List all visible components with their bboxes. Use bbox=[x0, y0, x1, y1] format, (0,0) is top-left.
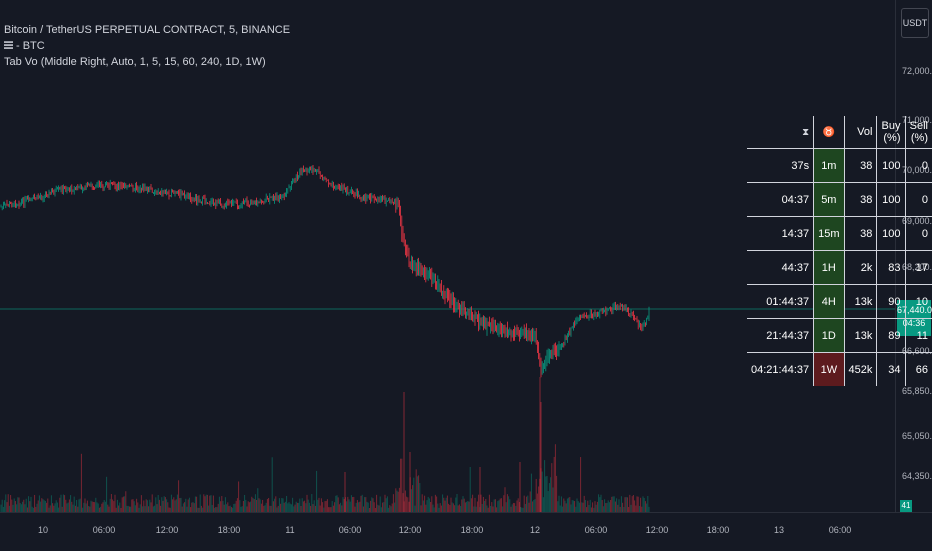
time-tick-label: 11 bbox=[285, 525, 295, 535]
buy-percent-cell: 100 bbox=[876, 216, 906, 251]
time-axis[interactable]: 10 06:00 12:00 18:00 11 06:00 12:00 18:00 12 06:0… bbox=[0, 512, 932, 551]
buy-percent-cell: 100 bbox=[876, 148, 906, 183]
timeframe-volume-table: ⧗ ♉ Vol Buy (%) Sell (%) 37s 1m 38 100 0 04:3… bbox=[747, 116, 932, 386]
symbol-title-row[interactable]: Bitcoin / TetherUS PERPETUAL CONTRACT, 5… bbox=[4, 22, 290, 38]
time-tick-label: 12 bbox=[529, 525, 541, 535]
buy-percent-cell: 90 bbox=[876, 284, 906, 319]
sell-percent-cell: 0 bbox=[904, 216, 932, 251]
table-row: 14:37 15m 38 100 0 bbox=[747, 216, 932, 251]
time-tick-label: 06:00 bbox=[584, 525, 608, 535]
table-row: 04:21:44:37 1W 452k 34 66 bbox=[747, 352, 932, 386]
time-tick-label: 18:00 bbox=[217, 525, 241, 535]
timeframe-cell: 1H bbox=[813, 250, 845, 285]
time-tick-label: 12:00 bbox=[645, 525, 669, 535]
sell-percent-cell: 66 bbox=[904, 352, 932, 386]
sell-percent-cell: 0 bbox=[904, 182, 932, 217]
symbol-title[interactable]: Bitcoin / TetherUS PERPETUAL CONTRACT, 5… bbox=[4, 24, 291, 36]
sell-percent-cell: 11 bbox=[904, 318, 932, 353]
volume-cell: 38 bbox=[843, 216, 878, 251]
time-tick-label: 12:00 bbox=[398, 525, 422, 535]
chart-legend: Bitcoin / TetherUS PERPETUAL CONTRACT, 5… bbox=[4, 22, 290, 70]
indicator-row[interactable]: Tab Vo (Middle Right, Auto, 1, 5, 15, 60… bbox=[4, 54, 290, 70]
buy-percent-cell: 89 bbox=[876, 318, 906, 353]
time-tick-label: 10 bbox=[37, 525, 49, 535]
chart-area[interactable] bbox=[0, 0, 895, 512]
buy-percent-cell: 83 bbox=[876, 250, 906, 285]
volume-cell: 13k bbox=[843, 318, 878, 353]
remaining-cell: 14:37 bbox=[747, 216, 815, 251]
time-tick-label: 18:00 bbox=[706, 525, 730, 535]
price-tick-label: 65,050.0 bbox=[902, 431, 932, 441]
table-row: 37s 1m 38 100 0 bbox=[747, 148, 932, 183]
indicator-label[interactable]: Tab Vo (Middle Right, Auto, 1, 5, 15, 60… bbox=[4, 56, 266, 68]
volume-cell: 38 bbox=[843, 182, 878, 217]
price-tick-label: 64,350.0 bbox=[902, 471, 932, 481]
header-sell: Sell (%) bbox=[904, 116, 932, 149]
timeframe-cell: 5m bbox=[813, 182, 845, 217]
timeframe-cell: 1D bbox=[813, 318, 845, 353]
candles bbox=[0, 165, 650, 378]
sell-percent-cell: 0 bbox=[904, 148, 932, 183]
remaining-cell: 21:44:37 bbox=[747, 318, 815, 353]
sell-percent-cell: 10 bbox=[904, 284, 932, 319]
sell-percent-cell: 17 bbox=[904, 250, 932, 285]
time-tick-label: 06:00 bbox=[338, 525, 362, 535]
barcode-icon: ▬▬ ▬▬ ▬▬ bbox=[4, 41, 13, 51]
time-tick-label: 13 bbox=[773, 525, 785, 535]
timeframe-cell: 4H bbox=[813, 284, 845, 319]
timeframe-cell: 1m bbox=[813, 148, 845, 183]
volume-tag: 41 bbox=[900, 500, 912, 512]
header-buy: Buy (%) bbox=[876, 116, 906, 149]
hourglass-icon: ⧗ bbox=[747, 116, 815, 149]
remaining-cell: 04:21:44:37 bbox=[747, 352, 815, 386]
remaining-cell: 04:37 bbox=[747, 182, 815, 217]
volume-cell: 2k bbox=[843, 250, 878, 285]
time-tick-label: 18:00 bbox=[460, 525, 484, 535]
price-tick-label: 65,850.0 bbox=[902, 386, 932, 396]
volume-bars bbox=[0, 377, 650, 512]
time-tick-label: 06:00 bbox=[92, 525, 116, 535]
currency-button[interactable]: USDT bbox=[901, 8, 929, 38]
volume-cell: 452k bbox=[843, 352, 878, 386]
time-tick-label: 12:00 bbox=[155, 525, 179, 535]
header-vol: Vol bbox=[843, 116, 878, 149]
timeframe-cell: 1W bbox=[813, 352, 845, 386]
bull-icon: ♉ bbox=[813, 116, 845, 149]
table-row: 01:44:37 4H 13k 90 10 bbox=[747, 284, 932, 319]
time-tick-label: 06:00 bbox=[828, 525, 852, 535]
remaining-cell: 37s bbox=[747, 148, 815, 183]
timeframe-cell: 15m bbox=[813, 216, 845, 251]
table-row: 04:37 5m 38 100 0 bbox=[747, 182, 932, 217]
symbol-subtitle-row: ▬▬ ▬▬ ▬▬ - BTC bbox=[4, 38, 290, 54]
buy-percent-cell: 34 bbox=[876, 352, 906, 386]
table-row: 44:37 1H 2k 83 17 bbox=[747, 250, 932, 285]
symbol-subtitle: - BTC bbox=[16, 40, 45, 52]
price-tick-label: 72,000.0 bbox=[902, 66, 932, 76]
price-chart[interactable] bbox=[0, 0, 895, 512]
table-header-row: ⧗ ♉ Vol Buy (%) Sell (%) bbox=[747, 116, 932, 149]
remaining-cell: 01:44:37 bbox=[747, 284, 815, 319]
remaining-cell: 44:37 bbox=[747, 250, 815, 285]
buy-percent-cell: 100 bbox=[876, 182, 906, 217]
volume-cell: 38 bbox=[843, 148, 878, 183]
table-row: 21:44:37 1D 13k 89 11 bbox=[747, 318, 932, 353]
volume-cell: 13k bbox=[843, 284, 878, 319]
